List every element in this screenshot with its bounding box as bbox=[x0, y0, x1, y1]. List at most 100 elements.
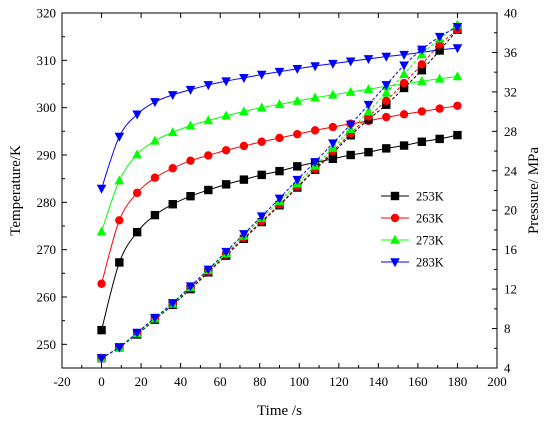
data-point bbox=[382, 96, 391, 105]
data-point bbox=[115, 258, 124, 267]
data-point bbox=[292, 95, 303, 105]
data-point bbox=[256, 212, 267, 222]
data-point bbox=[417, 137, 427, 146]
legend-label: 253K bbox=[416, 190, 444, 204]
y-right-tick-label: 12 bbox=[504, 282, 517, 297]
x-tick-label: 60 bbox=[214, 374, 227, 389]
x-tick-label: 20 bbox=[135, 374, 148, 389]
data-point bbox=[399, 83, 409, 93]
plot-frame bbox=[61, 12, 498, 369]
data-point bbox=[345, 86, 356, 96]
data-point bbox=[275, 133, 284, 143]
data-point bbox=[453, 130, 462, 140]
data-point bbox=[310, 158, 320, 168]
data-point bbox=[452, 71, 463, 81]
y-right-tick-label: 20 bbox=[504, 203, 517, 218]
legend-label: 273K bbox=[416, 234, 444, 248]
y-right-tick-label: 8 bbox=[504, 321, 511, 336]
data-point bbox=[114, 132, 125, 142]
data-point bbox=[275, 166, 284, 176]
y-right-tick-label: 4 bbox=[504, 361, 511, 376]
data-point bbox=[204, 151, 213, 160]
data-point bbox=[293, 162, 302, 171]
y-left-tick-label: 290 bbox=[37, 148, 57, 163]
legend-label: 263K bbox=[416, 212, 444, 226]
data-point bbox=[185, 85, 196, 95]
x-tick-label: 160 bbox=[408, 374, 428, 389]
data-point bbox=[221, 247, 231, 257]
data-point bbox=[399, 141, 409, 150]
series-right-283K bbox=[96, 23, 463, 364]
data-point bbox=[150, 313, 160, 323]
y-left-tick-label: 250 bbox=[37, 337, 57, 352]
data-point bbox=[239, 141, 249, 151]
data-point bbox=[345, 120, 356, 130]
legend-item: 253K bbox=[381, 190, 444, 204]
x-tick-label: 120 bbox=[329, 374, 349, 389]
legend-item: 283K bbox=[381, 256, 444, 270]
x-tick-label: 40 bbox=[174, 374, 187, 389]
data-point bbox=[221, 180, 231, 189]
y-left-tick-label: 270 bbox=[37, 242, 57, 257]
data-point bbox=[257, 170, 266, 180]
data-point bbox=[452, 23, 463, 33]
y-left-axis-title: Temperature/K bbox=[8, 145, 24, 236]
data-point bbox=[310, 92, 320, 102]
data-point bbox=[167, 299, 178, 309]
data-point bbox=[167, 91, 178, 101]
data-point bbox=[186, 156, 195, 165]
x-tick-label: 80 bbox=[253, 374, 266, 389]
legend: 253K 263K 273K 283K bbox=[381, 190, 444, 270]
x-tick-label: 200 bbox=[487, 374, 507, 389]
data-point bbox=[168, 200, 177, 209]
data-point bbox=[132, 227, 142, 237]
data-point bbox=[435, 104, 444, 113]
data-point bbox=[382, 144, 391, 153]
data-point bbox=[132, 328, 142, 338]
data-point bbox=[435, 46, 444, 55]
data-point bbox=[239, 74, 249, 84]
data-point bbox=[417, 45, 427, 55]
data-point bbox=[150, 135, 160, 145]
x-tick-label: 180 bbox=[448, 374, 468, 389]
data-point bbox=[434, 32, 445, 42]
data-point bbox=[132, 149, 142, 159]
data-point bbox=[364, 147, 373, 157]
data-point bbox=[203, 265, 214, 275]
y-right-axis-title: Pressure/ MPa bbox=[526, 147, 542, 234]
data-point bbox=[381, 52, 392, 62]
data-point bbox=[435, 134, 444, 144]
data-point bbox=[346, 150, 355, 160]
y-left-tick-label: 310 bbox=[37, 53, 57, 68]
legend-marker bbox=[390, 191, 400, 201]
data-point bbox=[310, 126, 320, 135]
data-point bbox=[382, 112, 391, 122]
series-left-273K bbox=[96, 71, 463, 236]
data-point bbox=[114, 175, 125, 185]
data-point bbox=[292, 65, 303, 75]
data-point bbox=[310, 62, 320, 72]
data-point bbox=[381, 87, 392, 97]
data-point bbox=[417, 75, 427, 85]
legend-item: 273K bbox=[381, 234, 444, 248]
legend-marker bbox=[390, 213, 400, 223]
data-point bbox=[186, 191, 195, 201]
data-point bbox=[434, 73, 445, 83]
data-point bbox=[167, 127, 178, 137]
data-point bbox=[132, 110, 142, 120]
data-point bbox=[363, 106, 374, 116]
y-right-tick-label: 32 bbox=[504, 84, 517, 99]
data-point bbox=[256, 102, 267, 112]
data-point bbox=[399, 110, 409, 119]
data-point bbox=[96, 184, 107, 194]
data-point bbox=[274, 99, 285, 109]
y-right-tick-label: 40 bbox=[504, 6, 517, 21]
data-point bbox=[97, 325, 106, 335]
data-point bbox=[328, 59, 338, 69]
data-point bbox=[96, 226, 107, 236]
data-point bbox=[399, 68, 409, 78]
data-point bbox=[328, 139, 338, 149]
data-point bbox=[381, 81, 392, 91]
data-point bbox=[292, 175, 303, 185]
data-point bbox=[274, 194, 285, 204]
